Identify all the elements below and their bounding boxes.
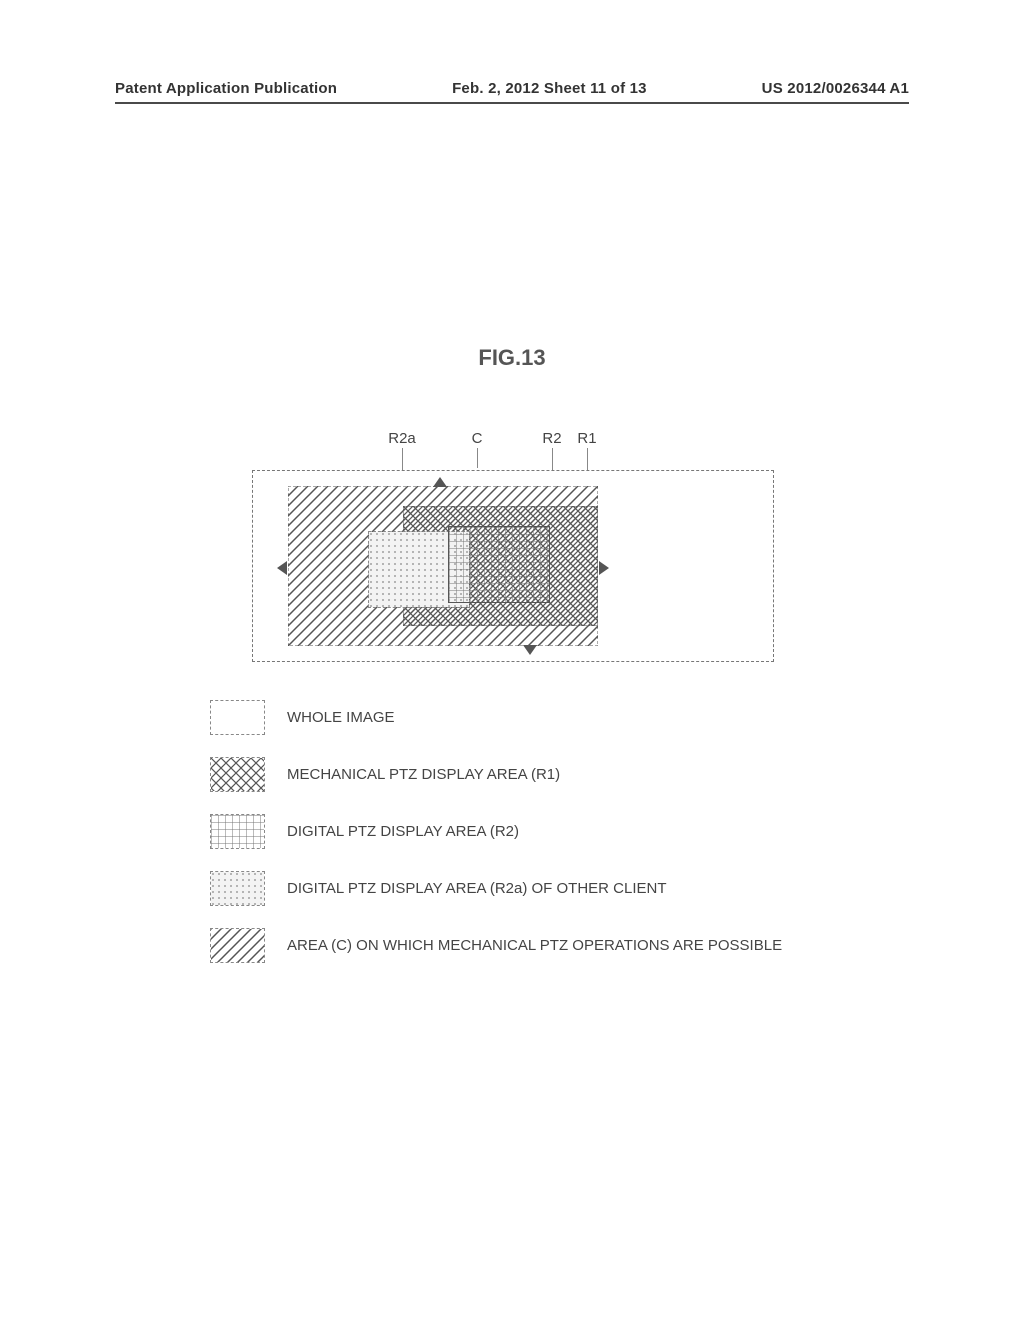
whole-image-frame <box>252 470 774 662</box>
legend-row-r2a: DIGITAL PTZ DISPLAY AREA (R2a) OF OTHER … <box>210 871 782 906</box>
header-left: Patent Application Publication <box>115 80 337 97</box>
label-r1: R1 <box>577 430 596 447</box>
legend-row-c: AREA (C) ON WHICH MECHANICAL PTZ OPERATI… <box>210 928 782 963</box>
figure-title: FIG.13 <box>0 345 1024 371</box>
swatch-c <box>210 928 265 963</box>
header-right: US 2012/0026344 A1 <box>762 80 909 97</box>
page: Patent Application Publication Feb. 2, 2… <box>0 0 1024 1320</box>
legend-text: DIGITAL PTZ DISPLAY AREA (R2) <box>287 823 519 840</box>
legend-row-r2: DIGITAL PTZ DISPLAY AREA (R2) <box>210 814 782 849</box>
leader-r1 <box>587 448 588 470</box>
header-center: Feb. 2, 2012 Sheet 11 of 13 <box>452 80 647 97</box>
legend-text: DIGITAL PTZ DISPLAY AREA (R2a) OF OTHER … <box>287 880 667 897</box>
swatch-r2a <box>210 871 265 906</box>
area-r2 <box>448 526 550 603</box>
header-row: Patent Application Publication Feb. 2, 2… <box>115 80 909 97</box>
legend-text: MECHANICAL PTZ DISPLAY AREA (R1) <box>287 766 560 783</box>
label-r2: R2 <box>542 430 561 447</box>
diagram-top-labels: R2a C R2 R1 <box>252 430 772 470</box>
legend-text: AREA (C) ON WHICH MECHANICAL PTZ OPERATI… <box>287 937 782 954</box>
legend-text: WHOLE IMAGE <box>287 709 395 726</box>
header-rule <box>115 102 909 104</box>
label-c: C <box>472 430 483 447</box>
swatch-r2 <box>210 814 265 849</box>
legend: WHOLE IMAGE MECHANICAL PTZ DISPLAY AREA … <box>210 700 782 985</box>
leader-c <box>477 448 478 468</box>
swatch-whole <box>210 700 265 735</box>
swatch-r1 <box>210 757 265 792</box>
legend-row-r1: MECHANICAL PTZ DISPLAY AREA (R1) <box>210 757 782 792</box>
label-r2a: R2a <box>388 430 416 447</box>
figure-diagram: R2a C R2 R1 <box>252 430 772 662</box>
legend-row-whole: WHOLE IMAGE <box>210 700 782 735</box>
